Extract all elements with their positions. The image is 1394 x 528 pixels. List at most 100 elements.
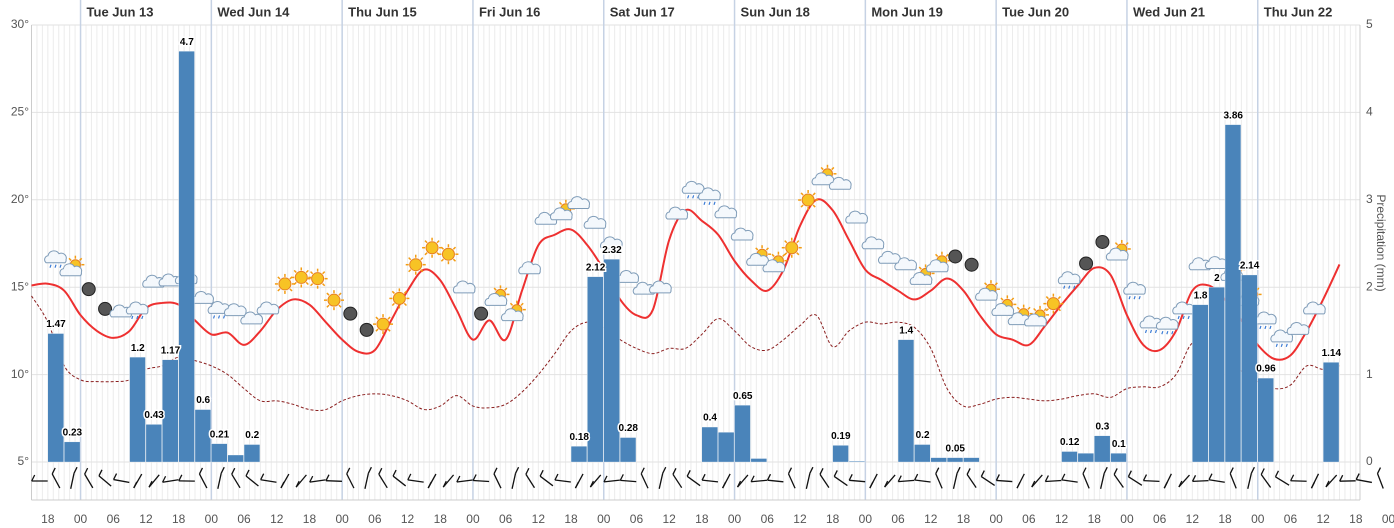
precipitation-bar	[570, 446, 588, 463]
cloud	[714, 205, 738, 219]
sun-ray	[784, 252, 788, 256]
wind-barb-tick	[1325, 480, 1330, 488]
sun-ray	[812, 204, 816, 208]
sun-ray	[945, 253, 949, 257]
cloud	[484, 293, 508, 306]
weather-icon	[1286, 322, 1310, 335]
rain-drop	[1138, 295, 1141, 300]
x-tick-label: 06	[1284, 512, 1298, 526]
wind-barb	[51, 473, 61, 489]
wind-barb	[70, 473, 75, 489]
sun-ray	[338, 292, 342, 296]
x-tick-label: 00	[989, 512, 1003, 526]
wind-barb	[787, 473, 796, 489]
wind-barb	[98, 475, 112, 487]
precipitation-label: 0.2	[245, 430, 259, 441]
sun-ray	[79, 257, 83, 261]
precipitation-label: 0.23	[63, 428, 83, 439]
wind-barb	[378, 473, 388, 489]
sun-ray	[782, 253, 786, 257]
wind-barb	[231, 473, 241, 489]
cloud	[649, 280, 672, 294]
precipitation-bar	[946, 457, 964, 463]
wind-barb-tick	[787, 467, 793, 474]
x-tick-label: 00	[859, 512, 873, 526]
precipitation-bar	[64, 441, 81, 463]
wind-barb-tick	[1044, 475, 1049, 482]
sun-ray	[326, 304, 330, 308]
x-tick-label: 00	[205, 512, 219, 526]
sun-ray	[984, 282, 988, 286]
wind-barb	[1290, 480, 1307, 482]
wind-barb-tick	[1082, 467, 1087, 474]
rain-drop	[131, 315, 134, 320]
wind-barb	[1128, 476, 1143, 486]
sun-ray	[289, 288, 293, 292]
x-tick-label: 00	[335, 512, 349, 526]
precipitation-label: 4.7	[180, 37, 194, 48]
wind-barb-tick	[161, 475, 167, 483]
precipitation-bar	[1110, 453, 1127, 463]
rain-drop	[687, 195, 690, 199]
rain-drop	[141, 315, 144, 320]
precipitation-bar	[587, 276, 604, 463]
precipitation-label: 0.96	[1256, 364, 1276, 375]
sun-ray	[310, 271, 314, 275]
sun-ray	[391, 302, 395, 307]
sun	[425, 241, 439, 255]
wind-barb	[640, 473, 649, 489]
wind-barb-tick	[1208, 473, 1213, 481]
rain-drop	[1166, 330, 1169, 335]
rain-drop	[1177, 315, 1180, 320]
weather-icon	[1024, 305, 1050, 327]
rain-drop	[59, 264, 62, 268]
wind-barb-tick	[346, 467, 351, 475]
sun	[376, 317, 390, 331]
x-tick-label: 12	[139, 512, 153, 526]
rain-drop	[1161, 330, 1164, 335]
rain-drop	[713, 201, 716, 205]
cloud	[894, 257, 917, 271]
wind-barb	[620, 479, 637, 483]
sun-ray	[558, 201, 563, 206]
x-tick-label: 06	[499, 512, 513, 526]
wind-barb	[672, 473, 683, 489]
weather-icon	[1095, 234, 1110, 249]
sun-ray	[408, 269, 412, 273]
wind-barb	[1247, 473, 1253, 489]
sun-ray	[1016, 306, 1020, 310]
rain-drop	[49, 264, 52, 268]
wind-barb-tick	[367, 466, 372, 474]
precipitation-bar	[1094, 435, 1111, 463]
cloud	[44, 250, 67, 264]
sun-ray	[765, 247, 769, 251]
precipitation-bar	[1208, 287, 1225, 463]
wind-barb-tick	[848, 474, 853, 481]
wind-barb	[364, 473, 370, 489]
precipitation-label: 0.12	[1060, 437, 1080, 448]
wind-barb-tick	[833, 470, 838, 477]
x-tick-label: 06	[1022, 512, 1036, 526]
wind-barb	[884, 474, 896, 488]
wind-barb	[935, 473, 943, 489]
weather-icon	[44, 250, 67, 268]
precipitation-bar	[47, 333, 64, 463]
x-tick-label: 12	[401, 512, 415, 526]
y2-tick-label: 4	[1366, 105, 1373, 119]
sun-ray	[771, 253, 775, 257]
precipitation-label: 0.19	[831, 431, 851, 442]
weather-icon	[1105, 239, 1131, 261]
moon	[1095, 234, 1110, 249]
cloud	[500, 308, 524, 322]
weather-icon	[964, 257, 979, 272]
cloud	[1123, 281, 1146, 295]
wind-barb	[702, 479, 719, 483]
day-label: Thu Jun 22	[1264, 4, 1333, 19]
cloud	[240, 311, 263, 325]
sun-ray	[277, 288, 281, 292]
wind-row	[31, 466, 1384, 489]
cloud	[549, 207, 573, 221]
cloud	[256, 301, 280, 315]
wind-barb-tick	[995, 474, 1000, 481]
